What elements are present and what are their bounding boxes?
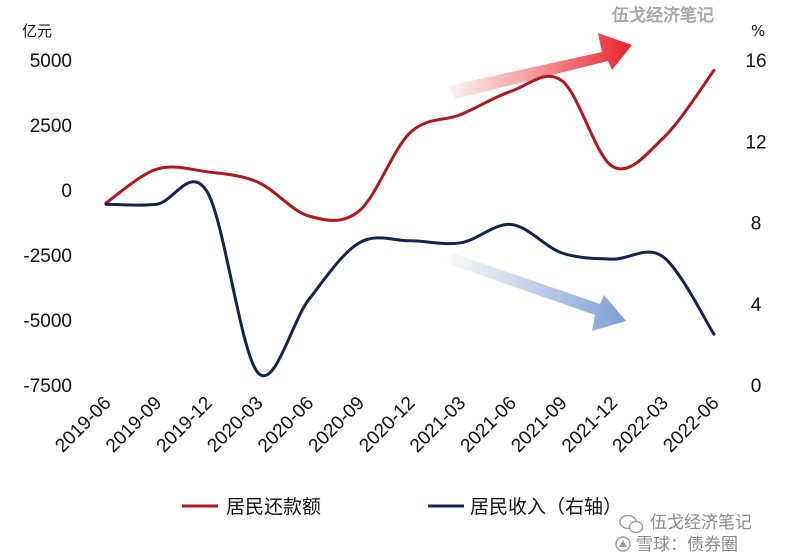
left-tick-label: -2500 [23, 246, 72, 267]
series-line-repayment [104, 68, 716, 222]
watermark-top: 伍戈经济笔记 [611, 5, 714, 26]
left-tick-label: 2500 [30, 116, 72, 137]
xueqiu-logo-icon [615, 536, 631, 552]
legend-label-repayment: 居民还款额 [226, 496, 321, 518]
left-tick-label: -5000 [23, 311, 72, 332]
left-tick-label: -7500 [23, 376, 72, 397]
right-tick-label: 12 [745, 132, 766, 153]
wechat-icon [619, 514, 644, 534]
right-tick-label: 16 [745, 51, 766, 72]
x-tick-label: 2022-06 [659, 393, 723, 457]
watermark-xueqiu-text: 雪球：债券圈 [636, 535, 738, 555]
left-tick-label: 0 [61, 181, 72, 202]
left-tick-label: 5000 [30, 51, 72, 72]
series-line-income [104, 180, 716, 378]
legend: 居民还款额 居民收入（右轴） [182, 496, 622, 518]
right-axis-ticks: 16 12 8 4 0 [745, 51, 766, 397]
legend-label-income: 居民收入（右轴） [470, 496, 622, 518]
right-tick-label: 8 [751, 214, 762, 235]
down-trend-arrow-icon [446, 253, 626, 331]
x-axis-ticks: 2019-062019-092019-122020-032020-062020-… [51, 393, 723, 457]
right-tick-label: 0 [751, 376, 762, 397]
left-axis-unit: 亿元 [22, 22, 52, 40]
watermark-bottom: 伍戈经济笔记 雪球：债券圈 [615, 513, 752, 555]
series-lines [104, 68, 716, 378]
left-axis-ticks: 5000 2500 0 -2500 -5000 -7500 [23, 51, 72, 397]
right-axis-unit: % [751, 22, 765, 40]
up-trend-arrow-icon [448, 33, 632, 99]
watermark-wechat-text: 伍戈经济笔记 [650, 513, 752, 533]
right-tick-label: 4 [751, 295, 762, 316]
